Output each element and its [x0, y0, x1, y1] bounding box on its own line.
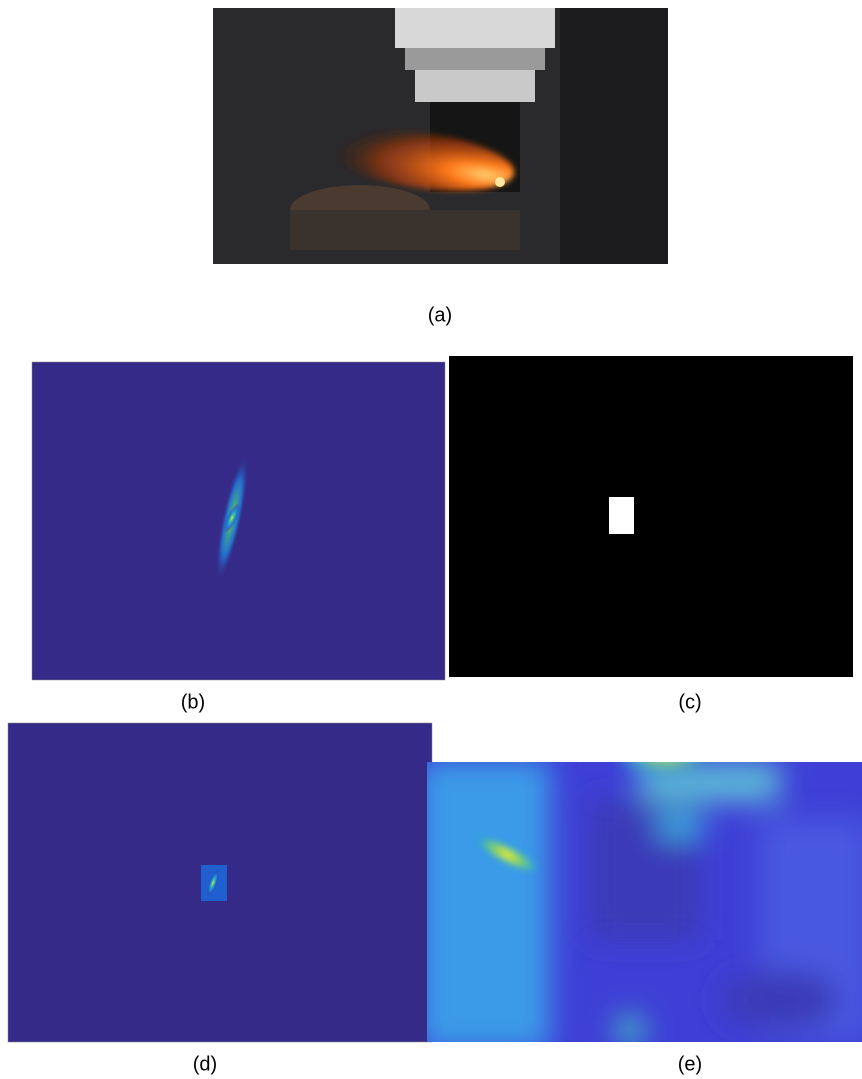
figure: (a) (b) (c) (d) (e): [0, 0, 862, 1079]
caption: (a): [428, 304, 452, 326]
caption: (d): [193, 1053, 217, 1075]
filtered-panel: [8, 723, 432, 1042]
caption: (c): [678, 691, 701, 713]
reconstruction-panel: [420, 715, 862, 1050]
caption: (e): [678, 1053, 702, 1075]
mask-panel: [449, 356, 853, 677]
page: {"figure": {"panels": [ {"caption": "(a)…: [0, 0, 862, 1079]
photo-panel: [213, 8, 668, 264]
caption: (b): [181, 691, 205, 713]
spectrum-panel: [32, 362, 445, 680]
